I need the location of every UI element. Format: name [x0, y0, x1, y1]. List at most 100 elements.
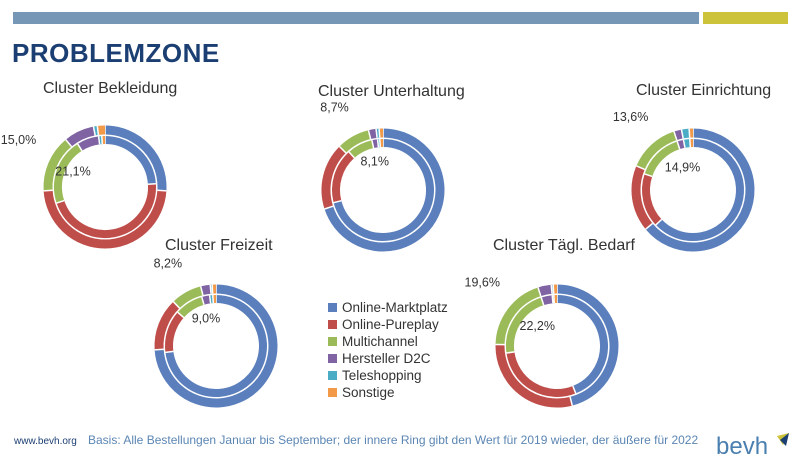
legend-item-online-marktplatz: Online-Marktplatz: [328, 299, 448, 316]
donut-segment-inner-multichannel: [352, 144, 373, 155]
legend-item-hersteller-d2c: Hersteller D2C: [328, 350, 448, 367]
donut-segment-outer-teleshopping: [682, 133, 689, 134]
donut-segment-inner-online-pureplay: [510, 352, 574, 393]
donut-segment-separator: [210, 295, 211, 303]
donut-segment-outer-hersteller-d2c: [675, 134, 682, 136]
legend-item-teleshopping: Teleshopping: [328, 367, 448, 384]
data-label-outer-multichannel: 13,6%: [613, 110, 648, 124]
legend-swatch: [328, 371, 337, 380]
donut-segment-outer-online-marktplatz: [105, 130, 162, 191]
donut-segment-separator: [656, 219, 662, 224]
donut-segment-outer-online-pureplay: [48, 191, 162, 244]
donut-segment-outer-multichannel: [641, 136, 676, 168]
footer-url-link[interactable]: www.bevh.org: [14, 436, 77, 447]
donut-segment-separator: [165, 351, 173, 352]
donut-segment-separator: [538, 288, 541, 297]
donut-segment-separator: [334, 201, 342, 203]
chart-title-unterhaltung: Cluster Unterhaltung: [318, 83, 465, 101]
donut-segment-inner-online-pureplay: [60, 184, 152, 234]
donut-segment-inner-multichannel: [58, 147, 80, 201]
donut-chart-bekleidung: 15,0% 21,1%: [0, 0, 800, 474]
donut-segment-inner-online-marktplatz: [337, 143, 430, 237]
chart-legend: Online-Marktplatz Online-Pureplay Multic…: [328, 299, 448, 401]
donut-segment-separator: [690, 139, 691, 147]
data-label-inner-multichannel: 9,0%: [192, 312, 221, 326]
donut-segment-separator: [379, 129, 380, 138]
bevh-logo: bevh: [716, 430, 792, 460]
donut-segment-outer-multichannel: [176, 291, 201, 305]
data-label-inner-multichannel: 14,9%: [665, 161, 700, 175]
data-label-inner-multichannel: 21,1%: [55, 164, 90, 178]
donut-segment-inner-online-pureplay: [336, 155, 352, 202]
donut-segment-separator: [210, 285, 211, 294]
donut-segment-separator: [681, 130, 683, 139]
donut-segment-inner-hersteller-d2c: [542, 299, 552, 301]
legend-item-multichannel: Multichannel: [328, 333, 448, 350]
chart-title-taegl-bedarf: Cluster Tägl. Bedarf: [493, 237, 635, 255]
donut-segment-inner-online-pureplay: [646, 175, 659, 222]
donut-segment-inner-multichannel: [181, 301, 203, 315]
bevh-logo-text: bevh: [716, 433, 768, 460]
donut-segment-separator: [378, 139, 379, 147]
donut-segment-inner-multichannel: [510, 301, 542, 352]
donut-segment-separator: [325, 206, 334, 209]
donut-segment-outer-hersteller-d2c: [202, 289, 211, 291]
legend-label: Online-Pureplay: [342, 317, 439, 332]
legend-swatch: [328, 354, 337, 363]
donut-segment-separator: [677, 141, 679, 149]
legend-label: Online-Marktplatz: [342, 300, 448, 315]
donut-segment-separator: [645, 174, 653, 177]
donut-segment-separator: [57, 201, 65, 204]
donut-segment-separator: [506, 352, 514, 353]
data-label-outer-multichannel: 19,6%: [465, 275, 500, 289]
donut-segment-outer-teleshopping: [94, 130, 98, 131]
donut-segment-separator: [93, 127, 95, 136]
donut-chart-freizeit: 8,2%9,0%: [0, 0, 800, 474]
donut-segment-separator: [541, 297, 543, 305]
donut-segment-separator: [376, 129, 377, 138]
page-title: PROBLEMZONE: [12, 38, 220, 69]
donut-segment-outer-online-marktplatz: [557, 289, 614, 401]
donut-segment-outer-multichannel: [48, 143, 69, 191]
donut-segment-inner-hersteller-d2c: [80, 140, 99, 147]
donut-segment-inner-online-marktplatz: [557, 299, 604, 390]
donut-segment-separator: [44, 190, 53, 191]
donut-segment-separator: [155, 349, 164, 350]
donut-segment-separator: [551, 285, 552, 294]
donut-segment-separator: [212, 285, 213, 294]
legend-label: Multichannel: [342, 334, 418, 349]
legend-swatch: [328, 303, 337, 312]
donut-segment-separator: [689, 129, 690, 138]
header-bar-blue: [13, 12, 699, 24]
donut-chart-taegl-bedarf: 19,6%22,2%: [0, 0, 800, 474]
donut-chart-einrichtung: 13,6% 14,9%: [0, 0, 800, 474]
chart-title-freizeit: Cluster Freizeit: [165, 237, 273, 255]
legend-item-sonstige: Sonstige: [328, 384, 448, 401]
donut-segment-separator: [553, 285, 554, 294]
chart-title-einrichtung: Cluster Einrichtung: [636, 82, 771, 100]
donut-chart-unterhaltung: 8,7%8,1%: [0, 0, 800, 474]
donut-segment-separator: [178, 312, 184, 317]
donut-segment-outer-online-marktplatz: [329, 133, 440, 247]
donut-segment-separator: [213, 295, 214, 303]
donut-segment-separator: [573, 386, 576, 393]
donut-segment-separator: [570, 397, 572, 406]
footer-note: Basis: Alle Bestellungen Januar bis Sept…: [88, 433, 698, 447]
donut-segment-outer-online-pureplay: [636, 168, 649, 227]
donut-segment-separator: [148, 184, 156, 185]
legend-label: Hersteller D2C: [342, 351, 431, 366]
donut-segment-inner-online-marktplatz: [169, 299, 263, 393]
donut-segment-outer-hersteller-d2c: [539, 289, 551, 292]
donut-segment-separator: [380, 139, 381, 147]
donut-segment-inner-multichannel: [648, 145, 678, 175]
donut-segment-separator: [78, 144, 82, 151]
donut-segment-outer-hersteller-d2c: [69, 131, 95, 143]
donut-segment-separator: [157, 190, 166, 191]
donut-segment-separator: [554, 295, 555, 303]
donut-segment-inner-hersteller-d2c: [678, 144, 684, 145]
donut-segment-separator: [202, 297, 204, 305]
header-bar-yellow: [703, 12, 788, 24]
donut-segment-separator: [646, 223, 653, 229]
data-label-outer-multichannel: 15,0%: [1, 133, 36, 147]
donut-segment-inner-teleshopping: [684, 143, 690, 144]
